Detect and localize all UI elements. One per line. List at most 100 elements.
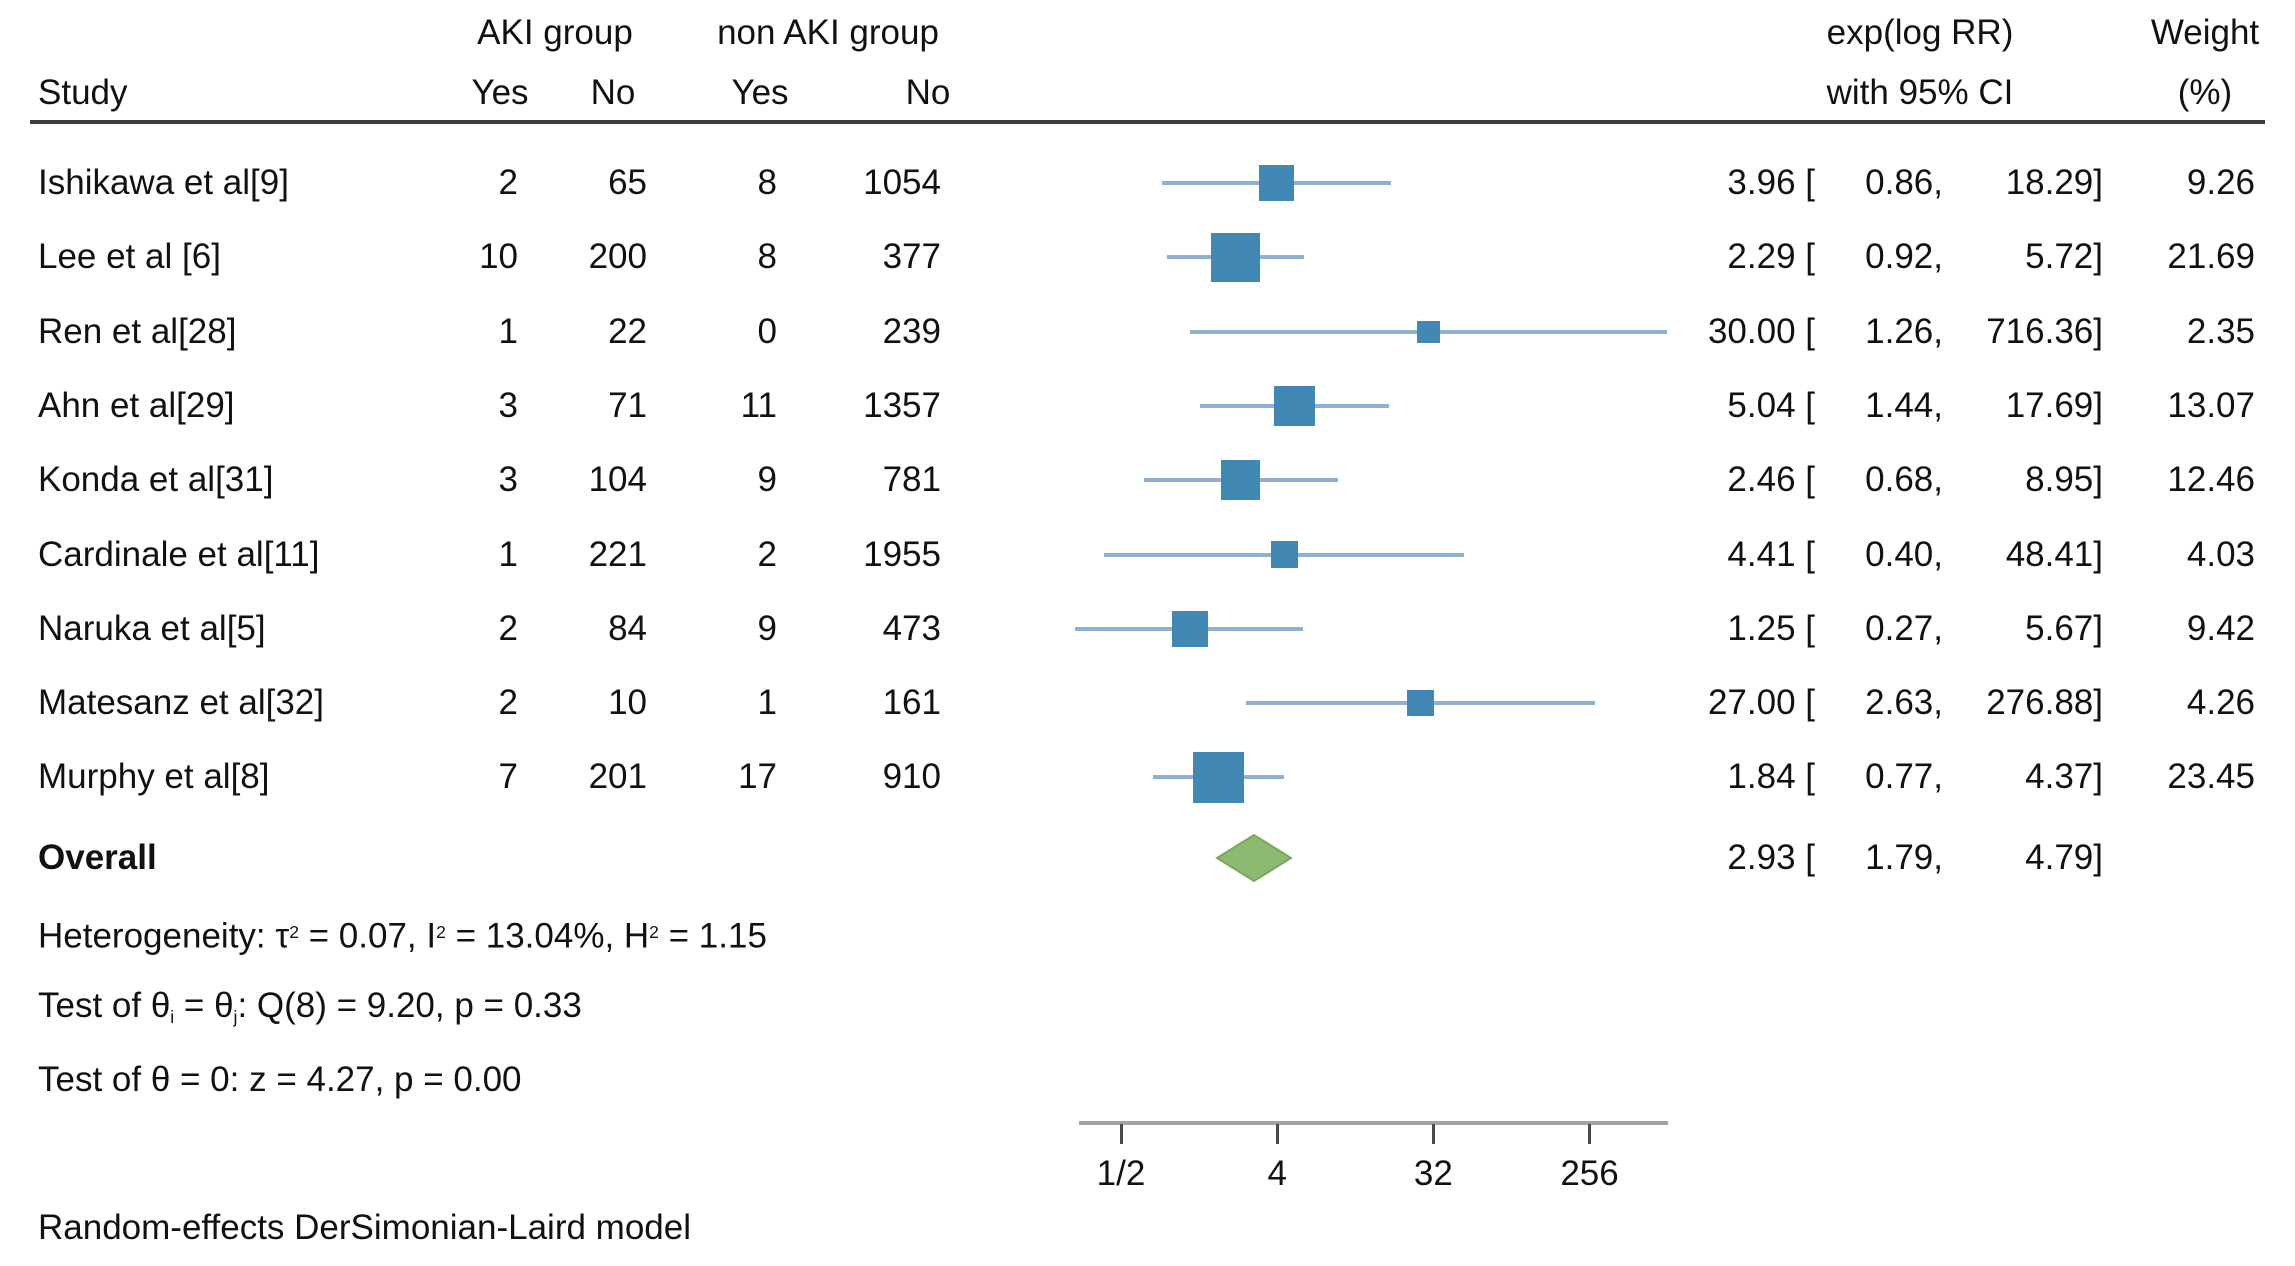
ci-upper: 5.67] — [2025, 608, 2103, 648]
aki-yes-value: 1 — [498, 311, 518, 351]
overall-ci-lower: 1.79, — [1865, 838, 1943, 877]
column-header-effect-line2: with 95% CI — [1826, 73, 2014, 112]
overall-diamond-shape — [1214, 833, 1293, 883]
aki-yes-value: 7 — [498, 757, 518, 797]
ci-upper: 18.29] — [2005, 163, 2103, 202]
non-aki-no-value: 239 — [882, 311, 941, 351]
stat-text: = 1.15 — [658, 916, 767, 956]
overall-diamond — [1214, 833, 1293, 883]
non-aki-yes-value: 9 — [757, 460, 777, 500]
column-header-effect-line1: exp(log RR) — [1826, 13, 2014, 52]
weight-value: 4.26 — [2186, 683, 2255, 723]
effect-estimate: 3.96 [ — [1727, 163, 1815, 202]
axis-tick — [1588, 1124, 1592, 1144]
study-label: Matesanz et al[32] — [38, 683, 324, 723]
weight-value: 9.26 — [2186, 163, 2255, 202]
ci-upper: 17.69] — [2005, 385, 2103, 425]
weight-value: 2.35 — [2186, 311, 2255, 351]
non-aki-yes-value: 17 — [738, 757, 777, 797]
stat-line-heterogeneity: Heterogeneity: τ2 = 0.07, I2 = 13.04%, H… — [38, 914, 767, 955]
ci-lower: 0.68, — [1865, 460, 1943, 500]
stat-text: = θ — [174, 986, 234, 1025]
ci-lower: 1.26, — [1865, 311, 1943, 351]
non-aki-yes-value: 9 — [757, 608, 777, 648]
non-aki-no-value: 161 — [882, 683, 941, 723]
effect-square — [1274, 385, 1315, 427]
axis-tick — [1431, 1124, 1435, 1144]
ci-lower: 2.63, — [1865, 683, 1943, 723]
overall-label: Overall — [38, 838, 157, 877]
axis-tick — [1119, 1124, 1123, 1144]
aki-no-value: 10 — [608, 683, 647, 723]
stat-sub-text: j — [233, 1007, 238, 1028]
stat-sup-text: 2 — [436, 922, 446, 942]
study-label: Murphy et al[8] — [38, 757, 270, 797]
axis-tick-label: 32 — [1413, 1154, 1453, 1193]
effect-square — [1172, 611, 1208, 647]
weight-value: 23.45 — [2167, 757, 2255, 797]
column-header-aki-group: AKI group — [477, 13, 633, 52]
axis-tick-label: 1/2 — [1096, 1154, 1146, 1193]
ci-lower: 1.44, — [1865, 385, 1943, 425]
axis-tick — [1275, 1124, 1279, 1144]
stat-text: Test of θ = 0: z = 4.27, p = 0.00 — [38, 1060, 522, 1099]
header-rule — [30, 120, 2265, 124]
effect-square — [1220, 460, 1261, 500]
aki-no-value: 201 — [588, 757, 647, 797]
footer-note: Random-effects DerSimonian-Laird model — [38, 1208, 691, 1247]
ci-upper: 5.72] — [2025, 237, 2103, 277]
study-label: Lee et al [6] — [38, 237, 221, 277]
stat-text: : Q(8) = 9.20, p = 0.33 — [237, 986, 582, 1025]
ci-upper: 48.41] — [2005, 534, 2103, 574]
non-aki-no-value: 1054 — [863, 163, 941, 202]
effect-square — [1271, 541, 1298, 568]
aki-no-value: 71 — [608, 385, 647, 425]
aki-no-value: 200 — [588, 237, 647, 277]
effect-estimate: 27.00 [ — [1707, 683, 1815, 723]
overall-ci-upper: 4.79] — [2025, 838, 2103, 877]
stat-text: = 0.07, I — [298, 916, 437, 956]
study-label: Naruka et al[5] — [38, 608, 266, 648]
ci-upper: 4.37] — [2025, 757, 2103, 797]
aki-yes-value: 2 — [498, 163, 518, 202]
effect-square — [1210, 232, 1260, 282]
non-aki-no-value: 1357 — [863, 385, 941, 425]
column-header-weight-line1: Weight — [2150, 13, 2260, 52]
axis-tick-label: 256 — [1560, 1154, 1619, 1193]
column-header-non-aki-group: non AKI group — [717, 13, 939, 52]
aki-no-value: 65 — [608, 163, 647, 202]
stat-text: Test of θ — [38, 986, 171, 1025]
overall-effect-estimate: 2.93 [ — [1727, 838, 1815, 877]
aki-yes-value: 2 — [498, 608, 518, 648]
non-aki-yes-value: 0 — [757, 311, 777, 351]
effect-square — [1417, 320, 1440, 343]
stat-line-test-theta-zero: Test of θ = 0: z = 4.27, p = 0.00 — [38, 1062, 522, 1098]
effect-estimate: 30.00 [ — [1707, 311, 1815, 351]
ci-lower: 0.92, — [1865, 237, 1943, 277]
column-header-study: Study — [38, 73, 128, 112]
aki-no-value: 104 — [588, 460, 647, 500]
aki-yes-value: 3 — [498, 460, 518, 500]
weight-value: 4.03 — [2186, 534, 2255, 574]
effect-estimate: 1.25 [ — [1727, 608, 1815, 648]
aki-no-value: 221 — [588, 534, 647, 574]
stat-text: Heterogeneity: τ — [38, 916, 290, 956]
effect-estimate: 4.41 [ — [1727, 534, 1815, 574]
effect-square — [1407, 689, 1434, 717]
weight-value: 21.69 — [2167, 237, 2255, 277]
study-label: Konda et al[31] — [38, 460, 274, 500]
column-header-aki-no: No — [590, 73, 636, 112]
non-aki-yes-value: 8 — [757, 163, 777, 202]
aki-yes-value: 2 — [498, 683, 518, 723]
effect-square — [1193, 751, 1245, 803]
non-aki-no-value: 473 — [882, 608, 941, 648]
study-label: Ishikawa et al[9] — [38, 163, 289, 202]
weight-value: 9.42 — [2186, 608, 2255, 648]
non-aki-no-value: 377 — [882, 237, 941, 277]
effect-estimate: 2.29 [ — [1727, 237, 1815, 277]
column-header-aki-yes: Yes — [471, 73, 529, 112]
non-aki-no-value: 1955 — [863, 534, 941, 574]
weight-value: 12.46 — [2167, 460, 2255, 500]
stat-sup-text: 2 — [649, 922, 659, 942]
